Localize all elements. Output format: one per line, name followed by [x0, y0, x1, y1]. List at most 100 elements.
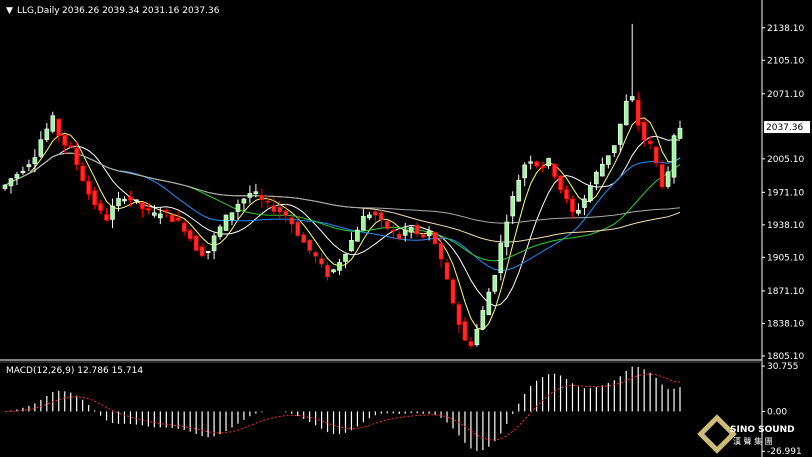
- candle: [259, 188, 265, 208]
- candle-body: [576, 209, 581, 214]
- candle-body: [38, 139, 44, 157]
- candle-body: [8, 178, 14, 187]
- candle-body: [606, 155, 611, 165]
- candle-body: [307, 239, 312, 251]
- candle-body: [169, 214, 175, 223]
- candle: [498, 234, 504, 281]
- candle: [629, 23, 635, 103]
- candle-body: [534, 161, 539, 167]
- candle: [558, 175, 563, 194]
- candle: [253, 183, 259, 198]
- candle: [611, 145, 617, 158]
- candle: [235, 199, 241, 220]
- candle: [456, 301, 462, 334]
- candle: [217, 224, 223, 240]
- candle: [38, 131, 44, 158]
- candle-body: [385, 220, 390, 229]
- candle-body: [337, 262, 342, 271]
- menu-triangle-icon[interactable]: ▼: [6, 6, 13, 16]
- candle-body: [217, 226, 223, 237]
- candle-body: [98, 203, 103, 211]
- candle: [265, 195, 271, 209]
- candle: [20, 166, 26, 175]
- candle: [271, 196, 277, 217]
- candle-body: [158, 213, 163, 219]
- candle: [169, 214, 175, 223]
- candle-body: [474, 328, 480, 346]
- candle-body: [241, 198, 247, 204]
- candle-body: [588, 185, 593, 201]
- candle: [677, 120, 683, 140]
- candle: [181, 220, 187, 236]
- candle: [140, 201, 145, 218]
- candle-body: [289, 217, 295, 225]
- candle-body: [301, 234, 306, 243]
- candle-body: [223, 214, 229, 231]
- candle: [510, 191, 516, 225]
- price-tick-label: 1838.10: [767, 319, 804, 329]
- candle-body: [50, 115, 56, 132]
- candle-body: [522, 164, 527, 179]
- candle-body: [122, 198, 127, 202]
- candle: [247, 185, 253, 204]
- candle-body: [20, 170, 26, 174]
- macd-title: MACD(12,26,9) 12.786 15.714: [6, 366, 143, 376]
- candle-body: [163, 209, 169, 212]
- candle: [134, 199, 139, 204]
- candle: [588, 181, 593, 203]
- candle-body: [211, 235, 217, 252]
- candle: [462, 316, 468, 341]
- candle-body: [355, 229, 360, 242]
- candle-body: [373, 211, 378, 216]
- candle-body: [438, 243, 444, 260]
- candle: [355, 226, 360, 242]
- candle-body: [617, 123, 623, 145]
- candle: [325, 262, 330, 281]
- candle: [349, 232, 354, 252]
- candle: [444, 258, 450, 281]
- candle: [522, 162, 527, 187]
- candle: [528, 155, 533, 170]
- price-tick-label: 1971.10: [767, 188, 804, 198]
- candle-body: [528, 161, 533, 164]
- candle-body: [671, 135, 677, 178]
- candle-body: [456, 304, 462, 325]
- candle-body: [546, 158, 551, 166]
- candle-body: [44, 128, 50, 140]
- candle: [8, 177, 14, 194]
- candle: [26, 159, 32, 172]
- candle: [50, 111, 56, 134]
- candle-body: [420, 234, 426, 238]
- candle: [211, 232, 217, 260]
- candle-body: [253, 191, 259, 194]
- candle-body: [498, 243, 504, 273]
- candle-body: [611, 145, 617, 153]
- symbol-label: LLG,Daily: [17, 6, 60, 16]
- candle-body: [62, 134, 68, 146]
- logo-sub-text: 漢 聲 集 團: [733, 436, 773, 446]
- candle: [319, 253, 324, 268]
- candle-body: [367, 214, 372, 219]
- price-tick-label: 1938.10: [767, 221, 804, 231]
- candle: [229, 212, 235, 226]
- candle: [617, 123, 623, 152]
- price-tick-label: 2071.10: [767, 90, 804, 100]
- candle: [110, 198, 115, 229]
- candle: [331, 268, 336, 274]
- candle: [379, 209, 384, 228]
- candle: [116, 191, 121, 212]
- candle: [504, 214, 510, 256]
- candle: [2, 184, 8, 191]
- price-tick-label: 1805.10: [767, 352, 804, 362]
- candle-body: [414, 224, 420, 235]
- candle: [158, 207, 163, 225]
- candle: [552, 163, 557, 180]
- candle: [641, 118, 647, 147]
- last-price-label: 2037.36: [766, 123, 803, 133]
- candle-body: [128, 196, 133, 201]
- candle: [390, 224, 396, 240]
- candle: [623, 94, 629, 126]
- price-tick-label: 2005.10: [767, 155, 804, 165]
- candle-body: [641, 121, 647, 141]
- candle: [408, 226, 414, 239]
